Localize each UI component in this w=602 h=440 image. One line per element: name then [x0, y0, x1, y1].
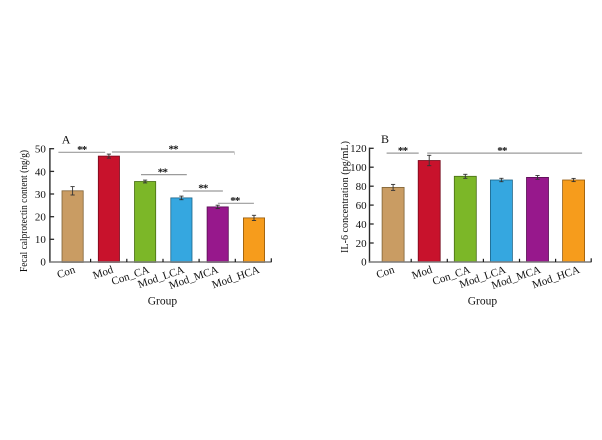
svg-text:10: 10	[35, 234, 47, 246]
svg-text:30: 30	[35, 189, 47, 201]
svg-text:**: **	[168, 144, 179, 156]
svg-text:Fecal calprotectin content (ng: Fecal calprotectin content (ng/g)	[18, 150, 30, 272]
svg-text:80: 80	[356, 181, 368, 193]
svg-text:**: **	[77, 144, 88, 156]
svg-text:0: 0	[40, 256, 46, 268]
svg-text:**: **	[230, 195, 241, 207]
svg-text:Con: Con	[375, 264, 397, 281]
svg-text:20: 20	[356, 238, 368, 250]
svg-text:40: 40	[356, 219, 368, 231]
svg-text:Group: Group	[148, 295, 178, 307]
svg-text:IL-6 concentration (pg/mL): IL-6 concentration (pg/mL)	[339, 141, 351, 253]
svg-text:B: B	[381, 132, 389, 146]
svg-text:60: 60	[356, 200, 368, 212]
svg-text:**: **	[158, 166, 169, 178]
svg-text:100: 100	[350, 162, 367, 174]
svg-text:**: **	[398, 145, 409, 157]
svg-text:Con: Con	[56, 264, 78, 281]
svg-text:0: 0	[361, 256, 367, 268]
svg-text:40: 40	[35, 166, 47, 178]
svg-text:20: 20	[35, 212, 47, 224]
svg-text:A: A	[62, 133, 71, 147]
svg-text:120: 120	[350, 143, 367, 155]
svg-text:**: **	[198, 183, 209, 195]
svg-text:Group: Group	[468, 295, 498, 307]
svg-text:50: 50	[35, 144, 47, 156]
svg-text:**: **	[497, 145, 508, 157]
